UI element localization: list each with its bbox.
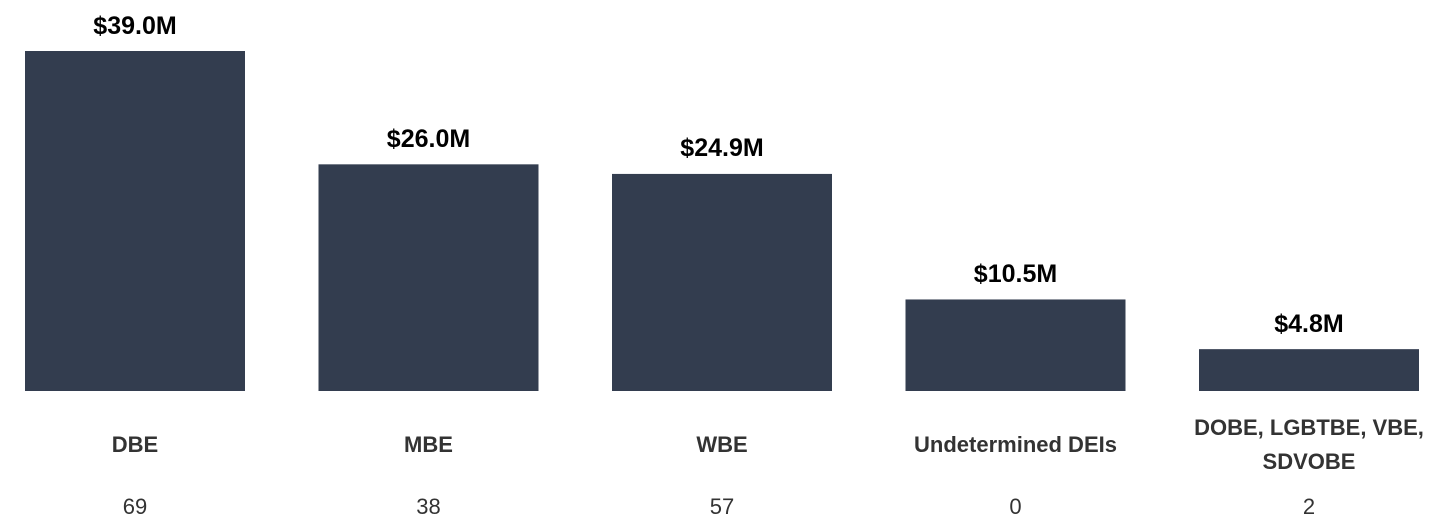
value-label: $4.8M xyxy=(1274,309,1344,338)
count-label: 2 xyxy=(1302,494,1316,519)
category-label: DOBE, LGBTBE, VBE, SDVOBE xyxy=(1194,415,1424,474)
count-label: 69 xyxy=(122,494,148,519)
category-label: DBE xyxy=(111,432,159,457)
count-label: 0 xyxy=(1009,494,1022,519)
count-label: 38 xyxy=(416,494,441,519)
category-label: WBE xyxy=(696,432,748,457)
bar xyxy=(25,51,245,391)
bar xyxy=(1199,349,1419,391)
bar xyxy=(612,173,832,391)
category-label: Undetermined DEIs xyxy=(914,432,1117,457)
value-label: $10.5M xyxy=(973,259,1058,288)
bar xyxy=(318,164,539,391)
value-label: $39.0M xyxy=(93,11,177,40)
bar xyxy=(905,299,1126,391)
category-label: MBE xyxy=(404,432,453,457)
count-label: 57 xyxy=(709,494,735,519)
value-label: $24.9M xyxy=(680,134,764,163)
value-label: $26.0M xyxy=(386,124,471,153)
